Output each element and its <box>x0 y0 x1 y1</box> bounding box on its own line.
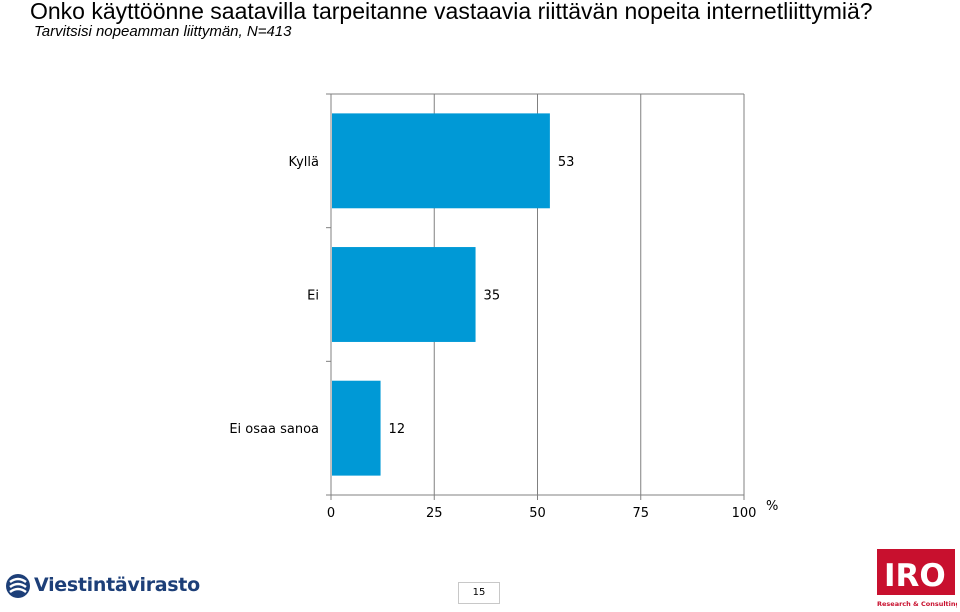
value-label: 12 <box>389 422 406 437</box>
x-tick-label: 0 <box>327 506 335 521</box>
iro-logo-subtext: Research & Consulting <box>877 600 957 608</box>
x-tick-label: 50 <box>529 506 546 521</box>
x-tick-label: 100 <box>732 506 757 521</box>
viestintavirasto-logo: Viestintävirasto <box>4 572 204 602</box>
bar <box>332 380 381 476</box>
chart-subtitle: Tarvitsisi nopeamman liittymän, N=413 <box>34 23 292 40</box>
x-tick-label: 75 <box>632 506 649 521</box>
x-tick-label: 25 <box>426 506 443 521</box>
x-axis-unit-label: % <box>766 499 778 514</box>
bar <box>332 113 550 209</box>
category-label: Ei <box>307 289 319 304</box>
brand-name: Viestintävirasto <box>34 574 200 596</box>
viestintavirasto-emblem-icon <box>6 574 30 598</box>
category-label: Kyllä <box>289 155 319 170</box>
page-number: 15 <box>458 582 500 604</box>
iro-logo-text: IRO <box>884 558 946 594</box>
bars <box>332 113 550 476</box>
category-label: Ei osaa sanoa <box>229 422 319 437</box>
labels: 0 25 50 75 100 Kyllä 53 Ei 35 Ei osaa sanoa 12 <box>229 155 756 521</box>
value-label: 35 <box>484 289 501 304</box>
value-label: 53 <box>558 155 575 170</box>
chart-title: Onko käyttöönne saatavilla tarpeitanne v… <box>30 0 873 24</box>
bar <box>332 247 476 342</box>
iro-logo: IRO Research & Consulting <box>877 549 957 608</box>
